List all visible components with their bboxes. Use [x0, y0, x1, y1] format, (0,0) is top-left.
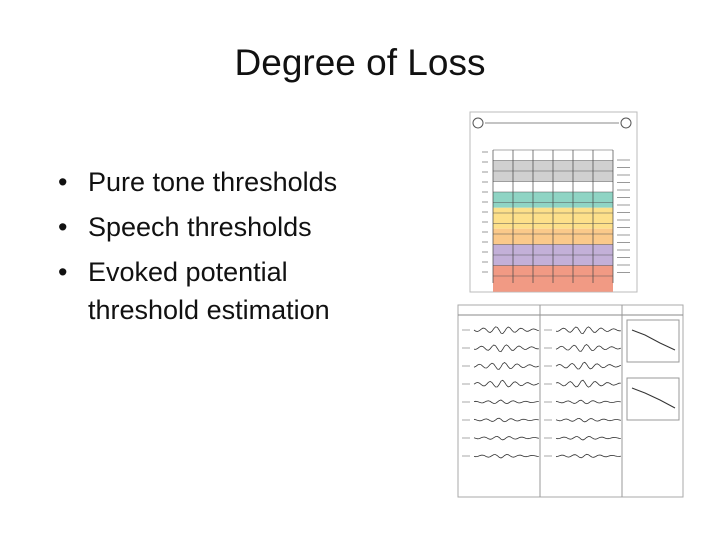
- latency-curve: [631, 387, 676, 409]
- audiogram-icon: [620, 117, 632, 129]
- abr-waveform: [473, 344, 539, 353]
- abr-waveform: [473, 435, 539, 441]
- abr-figure: [457, 304, 684, 498]
- audiogram-figure: [469, 111, 638, 293]
- bullet: Evoked potential threshold estimation: [58, 253, 370, 329]
- abr-waveform: [473, 417, 539, 423]
- bullet-list: Pure tone thresholds Speech thresholds E…: [58, 163, 370, 336]
- abr-waveform: [473, 326, 539, 335]
- bullet: Speech thresholds: [58, 208, 370, 246]
- abr-waveform: [555, 399, 621, 405]
- abr-waveform: [555, 326, 621, 335]
- abr-waveform: [555, 417, 621, 423]
- latency-graph: [626, 319, 680, 363]
- slide-title: Degree of Loss: [234, 42, 486, 83]
- abr-waveform: [473, 379, 539, 388]
- abr-waveform: [555, 453, 621, 459]
- abr-waveform: [555, 344, 621, 352]
- abr-waveform: [555, 379, 621, 388]
- abr-waveform: [473, 454, 539, 459]
- latency-graph: [626, 377, 680, 421]
- abr-waveform: [555, 361, 621, 370]
- abr-waveform: [473, 362, 539, 370]
- audiogram-icon: [472, 117, 484, 129]
- abr-waveform: [555, 436, 621, 441]
- bullet: Pure tone thresholds: [58, 163, 370, 201]
- latency-curve: [631, 329, 676, 351]
- abr-waveform: [473, 399, 539, 405]
